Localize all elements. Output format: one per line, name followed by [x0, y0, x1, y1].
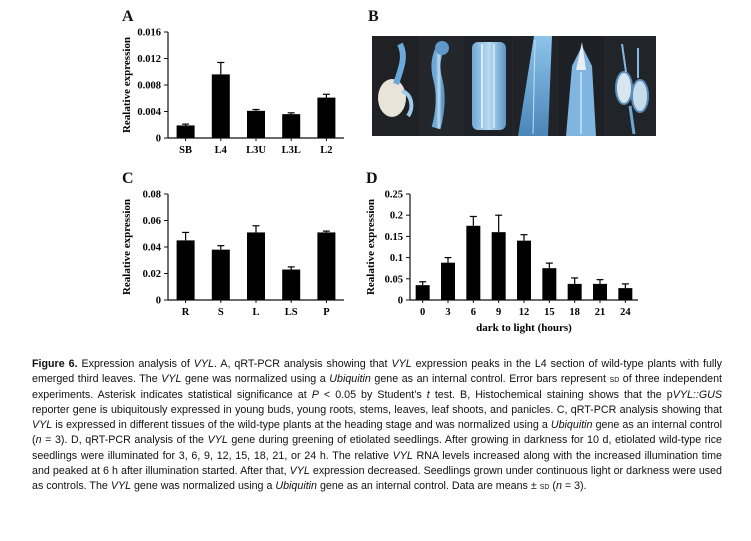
bar	[466, 225, 481, 300]
x-tick-label: L3L	[282, 145, 301, 156]
y-axis-label: Realative expression	[121, 199, 133, 295]
bar	[317, 232, 336, 300]
bar	[211, 249, 230, 300]
bar	[282, 114, 301, 138]
bar	[247, 232, 265, 300]
x-tick-label: P	[323, 307, 330, 318]
x-tick-label: 9	[496, 307, 501, 318]
y-tick-label: 0.004	[137, 107, 161, 118]
y-tick-label: 0.15	[385, 232, 403, 243]
chart-d: 0 0.05 0.1 0.15 0.2 0.25 Realative expression 0…	[365, 190, 638, 334]
y-tick-label: 0	[156, 134, 161, 145]
y-tick-label: 0.05	[385, 274, 403, 285]
x-tick-label: LS	[285, 307, 298, 318]
bar	[176, 125, 195, 138]
panel-letter-c: C	[122, 170, 134, 187]
x-tick-label: R	[182, 307, 190, 318]
y-axis-label: Realative expression	[365, 199, 377, 295]
x-tick-label: 15	[544, 307, 555, 318]
x-tick-label: L4	[215, 145, 228, 156]
chart-c: 0 0.02 0.04 0.06 0.08 Realative expression R S L…	[121, 190, 344, 318]
young-bud-image	[372, 36, 418, 136]
bar	[415, 285, 430, 300]
y-tick-label: 0.06	[143, 216, 161, 227]
bar	[317, 97, 336, 138]
y-tick-label: 0.25	[385, 190, 403, 201]
bar	[517, 240, 531, 300]
stem-image	[464, 36, 512, 136]
x-tick-label: L2	[320, 145, 332, 156]
x-tick-label: 3	[445, 307, 450, 318]
x-tick-label: 24	[620, 307, 631, 318]
chart-a: 0 0.004 0.008 0.012 0.016 Realative expressio…	[121, 28, 344, 156]
x-tick-label: 18	[569, 307, 580, 318]
bar	[542, 268, 557, 300]
gus-staining-photo	[372, 36, 656, 136]
y-tick-label: 0.012	[137, 54, 161, 65]
leaf-shoot-image	[558, 36, 604, 136]
bar	[491, 232, 506, 300]
x-tick-label: S	[218, 307, 224, 318]
x-tick-label: 6	[471, 307, 476, 318]
y-tick-label: 0.008	[137, 81, 161, 92]
bar	[618, 288, 633, 300]
y-tick-label: 0.02	[143, 269, 161, 280]
y-tick-label: 0.016	[137, 28, 161, 39]
leaf-image	[514, 36, 556, 136]
y-tick-label: 0.04	[143, 243, 162, 254]
panicle-image	[606, 36, 656, 136]
x-tick-label: 21	[595, 307, 606, 318]
y-axis-label: Realative expression	[121, 37, 133, 133]
bar	[593, 283, 607, 300]
x-tick-label: 12	[519, 307, 530, 318]
y-tick-label: 0	[156, 296, 161, 307]
bar	[211, 74, 230, 138]
x-tick-label: SB	[179, 145, 192, 156]
x-tick-label: L3U	[246, 145, 266, 156]
bar	[567, 283, 582, 300]
y-tick-label: 0.2	[390, 211, 403, 222]
bar	[176, 240, 195, 300]
young-root-image	[420, 36, 462, 136]
bar	[441, 262, 455, 300]
panel-letter-a: A	[122, 8, 134, 25]
x-tick-label: 0	[420, 307, 425, 318]
x-axis-label: dark to light (hours)	[476, 322, 572, 334]
panel-letter-d: D	[366, 170, 378, 187]
bar	[247, 110, 265, 138]
bar	[282, 269, 301, 300]
panel-letter-b: B	[368, 8, 379, 25]
y-tick-label: 0.08	[143, 190, 161, 201]
figure-caption: Figure 6. Expression analysis of VYL. A,…	[32, 358, 723, 493]
y-tick-label: 0.1	[390, 253, 403, 264]
x-tick-label: L	[252, 307, 259, 318]
caption-label: Figure 6.	[32, 358, 78, 370]
y-tick-label: 0	[398, 296, 403, 307]
